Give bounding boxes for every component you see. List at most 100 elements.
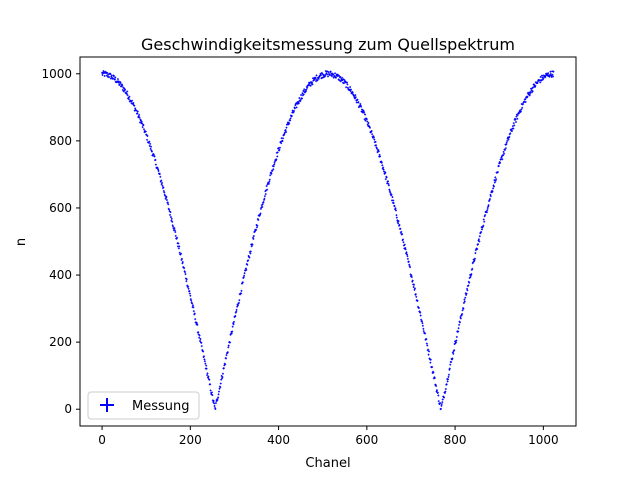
data-point — [234, 314, 237, 317]
data-point — [459, 317, 462, 320]
data-point — [392, 199, 395, 202]
data-point — [121, 88, 124, 91]
data-point — [213, 404, 216, 407]
data-point — [208, 378, 211, 381]
data-point — [293, 109, 296, 112]
data-point — [319, 72, 322, 75]
data-point — [452, 352, 455, 355]
data-point — [232, 323, 235, 326]
data-point — [142, 124, 145, 127]
data-point — [203, 355, 205, 358]
data-point — [242, 276, 245, 279]
data-point — [382, 166, 385, 169]
data-point — [146, 134, 149, 137]
data-point — [372, 135, 375, 138]
data-point — [443, 391, 446, 394]
data-point — [353, 95, 356, 98]
data-point — [539, 81, 542, 84]
data-point — [190, 299, 193, 302]
data-point — [209, 383, 212, 386]
data-point — [334, 72, 337, 75]
data-point — [494, 176, 497, 179]
data-point — [232, 322, 235, 325]
data-point — [459, 316, 462, 319]
legend-box — [87, 391, 200, 420]
data-point — [380, 161, 383, 164]
data-point — [388, 190, 391, 193]
data-point — [159, 175, 162, 178]
data-point — [398, 223, 401, 226]
data-point — [419, 311, 422, 314]
data-point — [552, 75, 555, 78]
data-point — [396, 219, 399, 222]
data-point — [148, 144, 151, 147]
data-point — [278, 148, 281, 151]
data-point — [532, 86, 535, 89]
data-point — [529, 92, 532, 95]
data-point — [343, 78, 346, 81]
data-point — [107, 73, 110, 76]
data-point — [530, 89, 533, 92]
data-point — [273, 161, 276, 164]
data-point — [509, 132, 512, 135]
data-point — [411, 279, 414, 282]
data-point — [240, 289, 243, 292]
data-point — [551, 73, 554, 76]
data-point — [195, 322, 198, 325]
data-point — [373, 138, 376, 141]
data-point — [359, 104, 362, 107]
data-point — [401, 233, 404, 236]
data-point — [227, 346, 230, 349]
data-point — [551, 70, 554, 73]
data-point — [276, 155, 279, 158]
data-point — [169, 211, 172, 214]
data-point — [477, 238, 480, 241]
data-point — [118, 83, 121, 86]
data-point — [519, 110, 522, 113]
data-point — [364, 113, 367, 116]
data-point — [187, 287, 190, 290]
data-point — [334, 76, 337, 79]
data-point — [507, 138, 510, 141]
data-point — [128, 95, 131, 98]
data-point — [327, 75, 329, 78]
data-point — [176, 236, 179, 239]
data-point — [157, 168, 160, 171]
data-point — [135, 109, 138, 112]
data-point — [451, 351, 454, 354]
data-point — [454, 341, 457, 344]
data-point — [302, 89, 305, 92]
data-point — [177, 247, 180, 250]
data-point — [276, 151, 279, 154]
data-point — [402, 238, 405, 241]
data-point — [149, 147, 152, 150]
legend-marker-plus-icon — [100, 398, 114, 412]
data-point — [511, 130, 514, 133]
data-point — [142, 128, 145, 131]
data-point — [165, 199, 168, 202]
data-point — [180, 252, 183, 255]
data-point — [141, 122, 144, 125]
data-point — [237, 301, 240, 304]
data-point — [248, 256, 251, 259]
data-point — [375, 144, 378, 147]
data-point — [119, 81, 122, 84]
data-point — [200, 341, 203, 344]
data-point — [189, 294, 192, 297]
data-point — [478, 240, 481, 243]
data-point — [349, 88, 352, 91]
data-point — [300, 94, 303, 97]
data-point — [218, 387, 221, 390]
data-point — [278, 146, 281, 149]
data-point — [413, 287, 416, 290]
data-point — [397, 222, 400, 225]
data-point — [534, 84, 537, 87]
data-point — [161, 184, 164, 187]
data-point — [439, 407, 442, 410]
data-point — [413, 283, 416, 286]
data-point — [327, 71, 330, 74]
data-point — [280, 142, 283, 145]
data-point — [419, 314, 422, 317]
data-point — [154, 163, 157, 166]
data-point — [112, 75, 115, 78]
